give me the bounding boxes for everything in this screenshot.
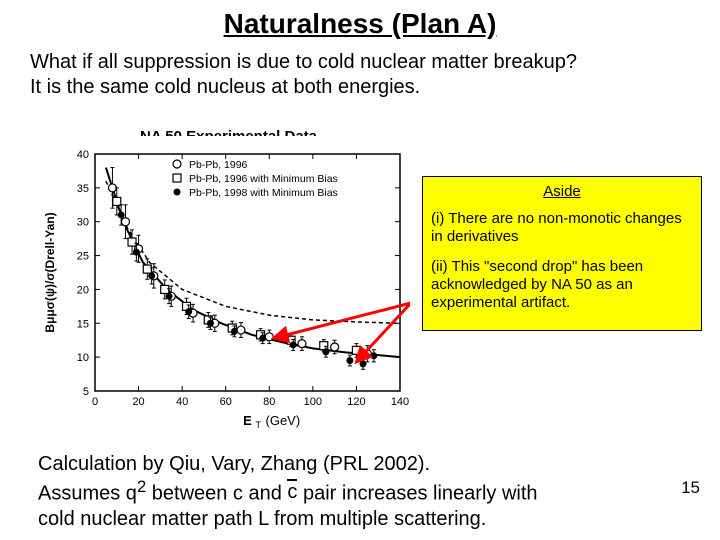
chart-svg: 0 20 40 60 80 100 120 140 5 10 15 20 25 30 35 40 ET (GeV)… xyxy=(40,136,410,431)
chart-container: 0 20 40 60 80 100 120 140 5 10 15 20 25 30 35 40 ET (GeV)… xyxy=(40,136,410,431)
page-number: 15 xyxy=(681,478,700,498)
slide-background: Naturalness (Plan A) What if all suppres… xyxy=(0,0,720,540)
svg-text:Bμμσ(ψ)/σ(Drell-Yan): Bμμσ(ψ)/σ(Drell-Yan) xyxy=(43,212,57,332)
svg-text:40: 40 xyxy=(176,396,188,408)
svg-text:80: 80 xyxy=(263,396,275,408)
slide-title: Naturalness (Plan A) xyxy=(0,0,720,46)
svg-text:20: 20 xyxy=(132,396,144,408)
svg-text:Pb-Pb, 1998 with Minimum Bias: Pb-Pb, 1998 with Minimum Bias xyxy=(189,187,338,199)
footer-caption: Calculation by Qiu, Vary, Zhang (PRL 200… xyxy=(38,452,680,532)
svg-text:Pb-Pb, 1996 with Minimum Bias: Pb-Pb, 1996 with Minimum Bias xyxy=(189,173,338,185)
svg-text:100: 100 xyxy=(304,396,322,408)
svg-text:Pb-Pb, 1996: Pb-Pb, 1996 xyxy=(189,159,248,171)
aside-item-2: (ii) This "second drop" has been acknowl… xyxy=(431,258,693,312)
svg-text:T: T xyxy=(256,420,262,430)
footer-line-3: cold nuclear matter path L from multiple… xyxy=(38,508,486,530)
footer-line-2c: pair increases linearly with xyxy=(297,483,537,505)
aside-box: Aside (i) There are no non-monotic chang… xyxy=(422,176,702,331)
svg-text:60: 60 xyxy=(220,396,232,408)
aside-item-1: (i) There are no non-monotic changes in … xyxy=(431,210,693,246)
footer-line-1: Calculation by Qiu, Vary, Zhang (PRL 200… xyxy=(38,453,430,475)
svg-text:40: 40 xyxy=(77,149,89,161)
intro-line-1: What if all suppression is due to cold n… xyxy=(30,51,577,73)
svg-text:30: 30 xyxy=(77,217,89,229)
svg-text:15: 15 xyxy=(77,318,89,330)
svg-text:20: 20 xyxy=(77,284,89,296)
svg-text:140: 140 xyxy=(391,396,409,408)
aside-title: Aside xyxy=(431,183,693,200)
svg-text:E: E xyxy=(243,413,252,428)
svg-text:5: 5 xyxy=(83,386,89,398)
svg-text:120: 120 xyxy=(347,396,365,408)
intro-text: What if all suppression is due to cold n… xyxy=(0,46,720,106)
svg-text:35: 35 xyxy=(77,183,89,195)
svg-text:10: 10 xyxy=(77,352,89,364)
svg-text:0: 0 xyxy=(92,396,98,408)
footer-line-2a: Assumes q xyxy=(38,483,137,505)
footer-line-2b: between c and xyxy=(146,483,287,505)
svg-text:(GeV): (GeV) xyxy=(266,413,301,428)
intro-line-2: It is the same cold nucleus at both ener… xyxy=(30,76,420,98)
svg-text:25: 25 xyxy=(77,251,89,263)
